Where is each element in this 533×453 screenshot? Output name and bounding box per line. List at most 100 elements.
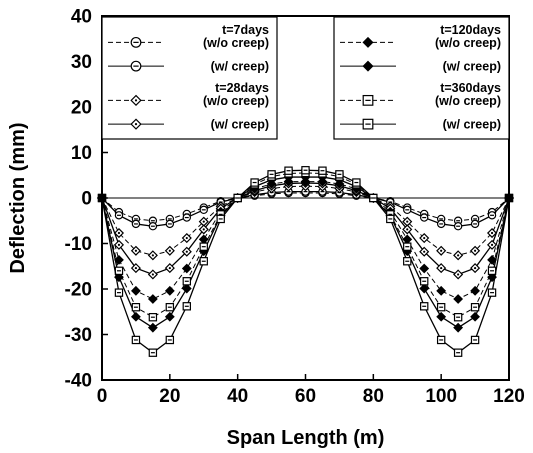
legend-marker	[130, 118, 142, 130]
legend-group-label: t=360days	[440, 81, 501, 95]
x-tick-label: 20	[159, 386, 180, 407]
legend-marker	[130, 94, 142, 107]
data-point	[436, 245, 447, 256]
legend-group-label: t=120days	[440, 23, 501, 37]
data-point	[114, 266, 124, 276]
data-point	[198, 234, 209, 245]
legend-marker	[362, 94, 374, 106]
data-point	[335, 170, 344, 179]
data-point	[402, 224, 413, 235]
data-point	[199, 205, 208, 215]
data-point	[470, 285, 480, 296]
legend-entry-label: (w/ creep)	[211, 118, 269, 132]
series-8	[97, 166, 514, 357]
data-point	[164, 245, 175, 256]
legend-entry-label: (w/ creep)	[443, 118, 501, 132]
legend-group-label: t=28days	[215, 81, 269, 95]
y-tick-label: -10	[65, 234, 92, 255]
data-point	[114, 288, 124, 297]
data-point	[436, 303, 446, 312]
legend-box	[333, 16, 510, 140]
data-point	[436, 335, 446, 345]
data-point	[250, 178, 259, 187]
series-layer	[96, 166, 515, 357]
data-point	[164, 285, 175, 296]
data-point	[148, 222, 158, 231]
data-point	[148, 348, 158, 357]
legend-marker	[130, 36, 142, 48]
data-point	[470, 219, 480, 229]
data-point	[131, 285, 141, 296]
data-point	[181, 283, 192, 294]
data-point	[487, 288, 497, 297]
legend-entry-label: (w/o creep)	[435, 36, 501, 50]
data-point	[453, 269, 464, 280]
data-point	[147, 294, 158, 304]
data-point	[147, 250, 158, 261]
data-point	[165, 303, 175, 312]
data-point	[436, 219, 446, 229]
data-point	[131, 311, 141, 322]
series-line	[101, 181, 510, 300]
data-point	[182, 302, 191, 311]
data-point	[131, 219, 141, 229]
data-point	[453, 294, 464, 304]
data-point	[131, 335, 141, 345]
y-tick-label: 20	[71, 98, 92, 119]
data-point	[486, 239, 498, 250]
data-point	[402, 234, 413, 245]
legend-marker	[362, 60, 374, 72]
data-point	[113, 239, 125, 250]
data-point	[165, 219, 175, 229]
data-point	[419, 263, 430, 274]
data-point	[470, 263, 481, 274]
legend-entry-label: (w/o creep)	[435, 94, 501, 108]
y-tick-label: -30	[65, 325, 92, 346]
y-axis-title: Deflection (mm)	[7, 122, 29, 273]
legend-group-label: t=7days	[222, 23, 269, 37]
data-point	[352, 178, 361, 187]
data-point	[470, 303, 480, 312]
y-tick-label: 40	[71, 7, 92, 28]
y-tick-label: 10	[71, 143, 92, 164]
data-point	[420, 213, 429, 222]
series-2	[97, 187, 514, 231]
data-point	[198, 224, 209, 235]
data-point	[131, 303, 141, 312]
legend-entry-label: (w/o creep)	[203, 94, 269, 108]
data-point	[487, 211, 497, 220]
data-point	[181, 232, 192, 244]
data-point	[403, 242, 412, 251]
data-point	[453, 222, 463, 231]
data-point	[182, 213, 191, 222]
y-tick-label: 0	[81, 189, 92, 210]
x-tick-label: 80	[363, 386, 384, 407]
y-tick-label: -40	[65, 371, 92, 392]
data-point	[436, 263, 447, 274]
x-tick-label: 120	[493, 386, 525, 407]
data-point	[419, 283, 430, 294]
data-point	[487, 266, 497, 276]
data-point	[301, 166, 310, 175]
legend-marker	[130, 60, 142, 72]
data-point	[130, 245, 141, 256]
data-point	[130, 263, 141, 274]
legend-entry-label: (w/o creep)	[203, 36, 269, 50]
legend-left: t=7days(w/o creep)(w/ creep)t=28days(w/o…	[101, 16, 278, 140]
legend-box	[101, 16, 278, 140]
data-point	[318, 166, 327, 175]
data-point	[419, 232, 430, 244]
data-point	[420, 277, 429, 286]
data-point	[182, 277, 191, 286]
data-point	[420, 302, 429, 311]
data-point	[148, 313, 158, 322]
data-point	[453, 250, 464, 261]
data-point	[436, 285, 447, 296]
data-point	[284, 166, 293, 175]
x-tick-label: 100	[425, 386, 457, 407]
legend-layer: t=7days(w/o creep)(w/ creep)t=28days(w/o…	[101, 16, 510, 140]
data-point	[147, 269, 158, 280]
data-point	[147, 322, 158, 333]
data-point	[453, 313, 463, 322]
x-tick-label: 60	[295, 386, 316, 407]
